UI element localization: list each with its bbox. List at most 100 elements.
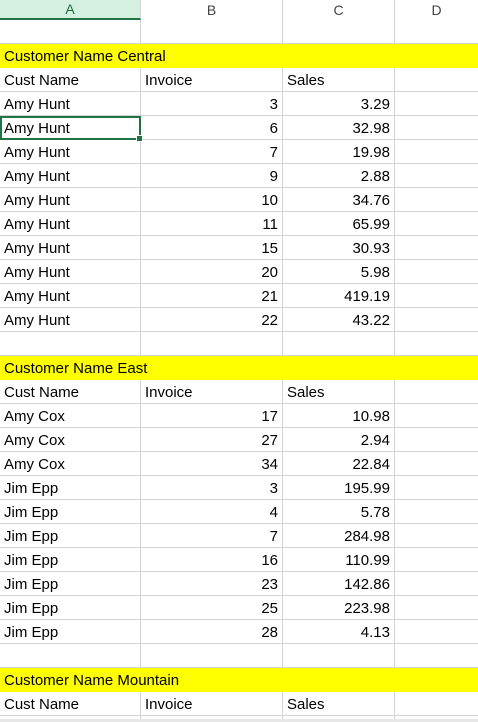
cust-name-cell[interactable]: Amy Hunt [0, 212, 141, 236]
cell[interactable] [141, 644, 283, 668]
cell[interactable] [395, 596, 478, 620]
active-cell[interactable]: Amy Hunt [0, 116, 143, 142]
cell[interactable] [395, 428, 478, 452]
sales-cell[interactable]: 142.86 [283, 572, 395, 596]
sales-cell[interactable]: 65.99 [283, 212, 395, 236]
header-invoice[interactable]: Invoice [141, 380, 283, 404]
cell[interactable] [395, 476, 478, 500]
sales-cell[interactable]: 19.98 [283, 140, 395, 164]
invoice-cell[interactable]: 27 [141, 428, 283, 452]
column-header-c[interactable]: C [283, 0, 395, 20]
sales-cell[interactable]: 5.98 [283, 260, 395, 284]
cell[interactable] [395, 548, 478, 572]
cell[interactable] [283, 356, 395, 380]
sales-cell[interactable]: 10.98 [283, 404, 395, 428]
invoice-cell[interactable]: 17 [141, 404, 283, 428]
cell[interactable] [283, 668, 395, 692]
cell[interactable] [141, 44, 283, 68]
invoice-cell[interactable]: 11 [141, 212, 283, 236]
sales-cell[interactable]: 34.76 [283, 188, 395, 212]
column-header-b[interactable]: B [141, 0, 283, 20]
header-sales[interactable]: Sales [283, 68, 395, 92]
horizontal-scrollbar[interactable] [0, 719, 478, 722]
cell[interactable] [395, 260, 478, 284]
invoice-cell[interactable]: 7 [141, 140, 283, 164]
fill-handle[interactable] [136, 135, 143, 142]
header-cust-name[interactable]: Cust Name [0, 380, 141, 404]
cell[interactable] [395, 644, 478, 668]
cust-name-cell[interactable]: Amy Hunt [0, 308, 141, 332]
cell[interactable] [395, 20, 478, 44]
cell[interactable] [0, 20, 141, 44]
sales-cell[interactable]: 22.84 [283, 452, 395, 476]
invoice-cell[interactable]: 15 [141, 236, 283, 260]
section-title[interactable]: Customer Name Central [0, 44, 166, 68]
invoice-cell[interactable]: 9 [141, 164, 283, 188]
cell[interactable] [395, 668, 478, 692]
header-cust-name[interactable]: Cust Name [0, 692, 141, 716]
cell[interactable] [395, 164, 478, 188]
cust-name-cell[interactable]: Amy Hunt [0, 92, 141, 116]
cust-name-cell[interactable]: Jim Epp [0, 572, 141, 596]
cell[interactable] [395, 308, 478, 332]
sales-cell[interactable]: 43.22 [283, 308, 395, 332]
column-header-a[interactable]: A [0, 0, 141, 20]
sales-cell[interactable]: 3.29 [283, 92, 395, 116]
cell[interactable] [283, 44, 395, 68]
cell[interactable] [395, 140, 478, 164]
cell[interactable] [395, 356, 478, 380]
cell[interactable] [141, 332, 283, 356]
cust-name-cell[interactable]: Amy Hunt [0, 188, 141, 212]
cell[interactable] [395, 188, 478, 212]
cust-name-cell[interactable]: Jim Epp [0, 524, 141, 548]
cell[interactable] [395, 236, 478, 260]
cell[interactable] [395, 452, 478, 476]
column-header-d[interactable]: D [395, 0, 478, 20]
invoice-cell[interactable]: 6 [141, 116, 283, 140]
header-sales[interactable]: Sales [283, 692, 395, 716]
cust-name-cell[interactable]: Amy Cox [0, 404, 141, 428]
sales-cell[interactable]: 5.78 [283, 500, 395, 524]
cell[interactable] [283, 20, 395, 44]
cell[interactable] [395, 116, 478, 140]
cell[interactable] [395, 284, 478, 308]
invoice-cell[interactable]: 3 [141, 92, 283, 116]
cust-name-cell[interactable]: Amy Cox [0, 452, 141, 476]
cust-name-cell[interactable]: Jim Epp [0, 476, 141, 500]
cell[interactable] [395, 44, 478, 68]
section-title[interactable]: Customer Name Mountain [0, 668, 179, 692]
invoice-cell[interactable]: 16 [141, 548, 283, 572]
sales-cell[interactable]: 4.13 [283, 620, 395, 644]
invoice-cell[interactable]: 7 [141, 524, 283, 548]
sales-cell[interactable]: 223.98 [283, 596, 395, 620]
cell[interactable] [395, 332, 478, 356]
sales-cell[interactable]: 2.88 [283, 164, 395, 188]
cust-name-cell[interactable]: Amy Hunt [0, 284, 141, 308]
sales-cell[interactable]: 32.98 [283, 116, 395, 140]
cust-name-cell[interactable]: Amy Hunt [0, 260, 141, 284]
cust-name-cell[interactable]: Jim Epp [0, 620, 141, 644]
cell[interactable] [395, 692, 478, 716]
cell[interactable] [395, 404, 478, 428]
cust-name-cell[interactable]: Amy Cox [0, 428, 141, 452]
cell[interactable] [395, 212, 478, 236]
cell[interactable] [395, 68, 478, 92]
cust-name-cell[interactable]: Amy Hunt [0, 164, 141, 188]
invoice-cell[interactable]: 10 [141, 188, 283, 212]
cell[interactable] [395, 92, 478, 116]
cell[interactable] [395, 500, 478, 524]
sales-cell[interactable]: 110.99 [283, 548, 395, 572]
sales-cell[interactable]: 2.94 [283, 428, 395, 452]
header-invoice[interactable]: Invoice [141, 692, 283, 716]
cell[interactable] [141, 20, 283, 44]
sales-cell[interactable]: 30.93 [283, 236, 395, 260]
invoice-cell[interactable]: 21 [141, 284, 283, 308]
invoice-cell[interactable]: 3 [141, 476, 283, 500]
cell[interactable] [395, 380, 478, 404]
invoice-cell[interactable]: 34 [141, 452, 283, 476]
cell[interactable] [0, 332, 141, 356]
invoice-cell[interactable]: 28 [141, 620, 283, 644]
cell[interactable] [141, 668, 283, 692]
cust-name-cell[interactable]: Amy Hunt [0, 236, 141, 260]
cell[interactable] [395, 620, 478, 644]
